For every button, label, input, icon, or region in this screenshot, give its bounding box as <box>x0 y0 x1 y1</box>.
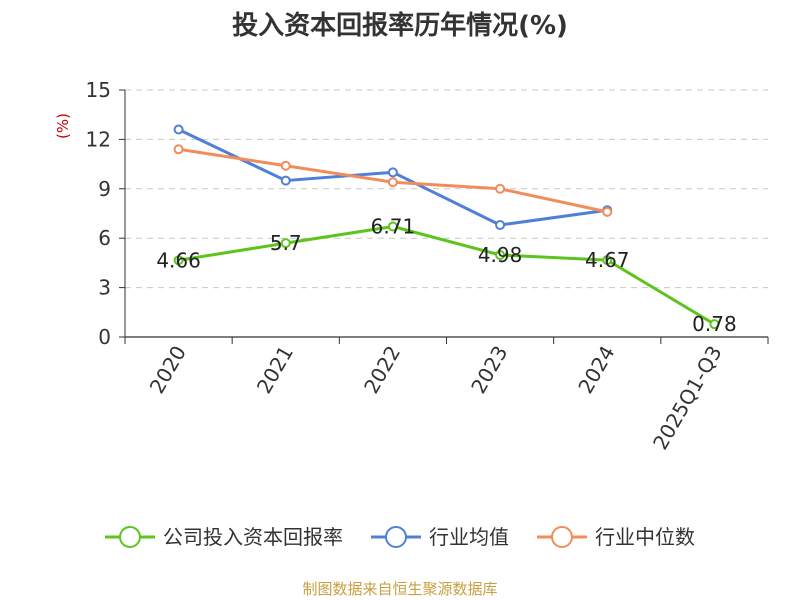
y-tick-label-3: 9 <box>98 177 111 201</box>
x-tick-label-2023: 2023 <box>466 342 512 398</box>
legend-label-0: 公司投入资本回报率 <box>163 525 343 549</box>
series-1-point-0 <box>173 124 184 135</box>
source-note: 制图数据来自恒生聚源数据库 <box>302 580 497 598</box>
x-tick-label-2024: 2024 <box>573 342 619 398</box>
series-0-point-5 <box>709 319 720 330</box>
series-1-point-2 <box>387 167 398 178</box>
legend: 公司投入资本回报率 行业均值 行业中位数 <box>105 525 695 549</box>
series-lines <box>173 124 720 330</box>
series-2-point-3 <box>495 183 506 194</box>
legend-item-2: 行业中位数 <box>537 525 695 549</box>
series-0-point-2 <box>387 221 398 232</box>
data-label-2024: 4.67 <box>585 248 630 272</box>
y-tick-label-1: 3 <box>98 276 111 300</box>
data-labels: 4.66 5.7 6.71 4.98 4.67 0.78 <box>156 215 736 337</box>
legend-label-1: 行业均值 <box>429 525 509 549</box>
data-label-2020: 4.66 <box>156 248 201 272</box>
legend-marker-0 <box>119 526 141 548</box>
data-label-2023: 4.98 <box>478 243 523 267</box>
y-tick-label-5: 15 <box>86 78 111 102</box>
data-label-2025Q1-Q3: 0.78 <box>692 312 737 336</box>
series-line-0 <box>178 225 716 326</box>
series-2-point-4 <box>602 206 613 217</box>
series-0-point-0 <box>173 255 184 266</box>
data-label-2021: 5.7 <box>270 231 302 255</box>
series-0-point-3 <box>495 249 506 260</box>
chart-title: 投入资本回报率历年情况(%) <box>232 10 568 41</box>
x-tick-label-2021: 2021 <box>252 342 298 398</box>
x-tick-label-2025Q1-Q3: 2025Q1-Q3 <box>648 342 727 454</box>
series-0-point-4 <box>602 255 613 266</box>
series-0-point-1 <box>280 238 291 249</box>
data-label-2022: 6.71 <box>371 215 416 239</box>
series-2-point-2 <box>387 177 398 188</box>
x-tick-label-2020: 2020 <box>145 342 191 398</box>
y-tick-label-2: 6 <box>98 226 111 250</box>
series-1-point-3 <box>495 220 506 231</box>
y-tick-label-4: 12 <box>86 127 111 151</box>
legend-marker-2 <box>551 526 573 548</box>
legend-item-1: 行业均值 <box>371 525 509 549</box>
legend-label-2: 行业中位数 <box>595 525 695 549</box>
series-2-point-1 <box>280 160 291 171</box>
x-tick-label-2022: 2022 <box>359 342 405 398</box>
y-tick-label-0: 0 <box>98 325 111 349</box>
grid-lines <box>125 89 768 289</box>
series-1-point-1 <box>280 175 291 186</box>
legend-marker-1 <box>385 526 407 548</box>
y-axis-unit-label: (%) <box>54 113 72 139</box>
legend-item-0: 公司投入资本回报率 <box>105 525 343 549</box>
series-2-point-0 <box>173 144 184 155</box>
